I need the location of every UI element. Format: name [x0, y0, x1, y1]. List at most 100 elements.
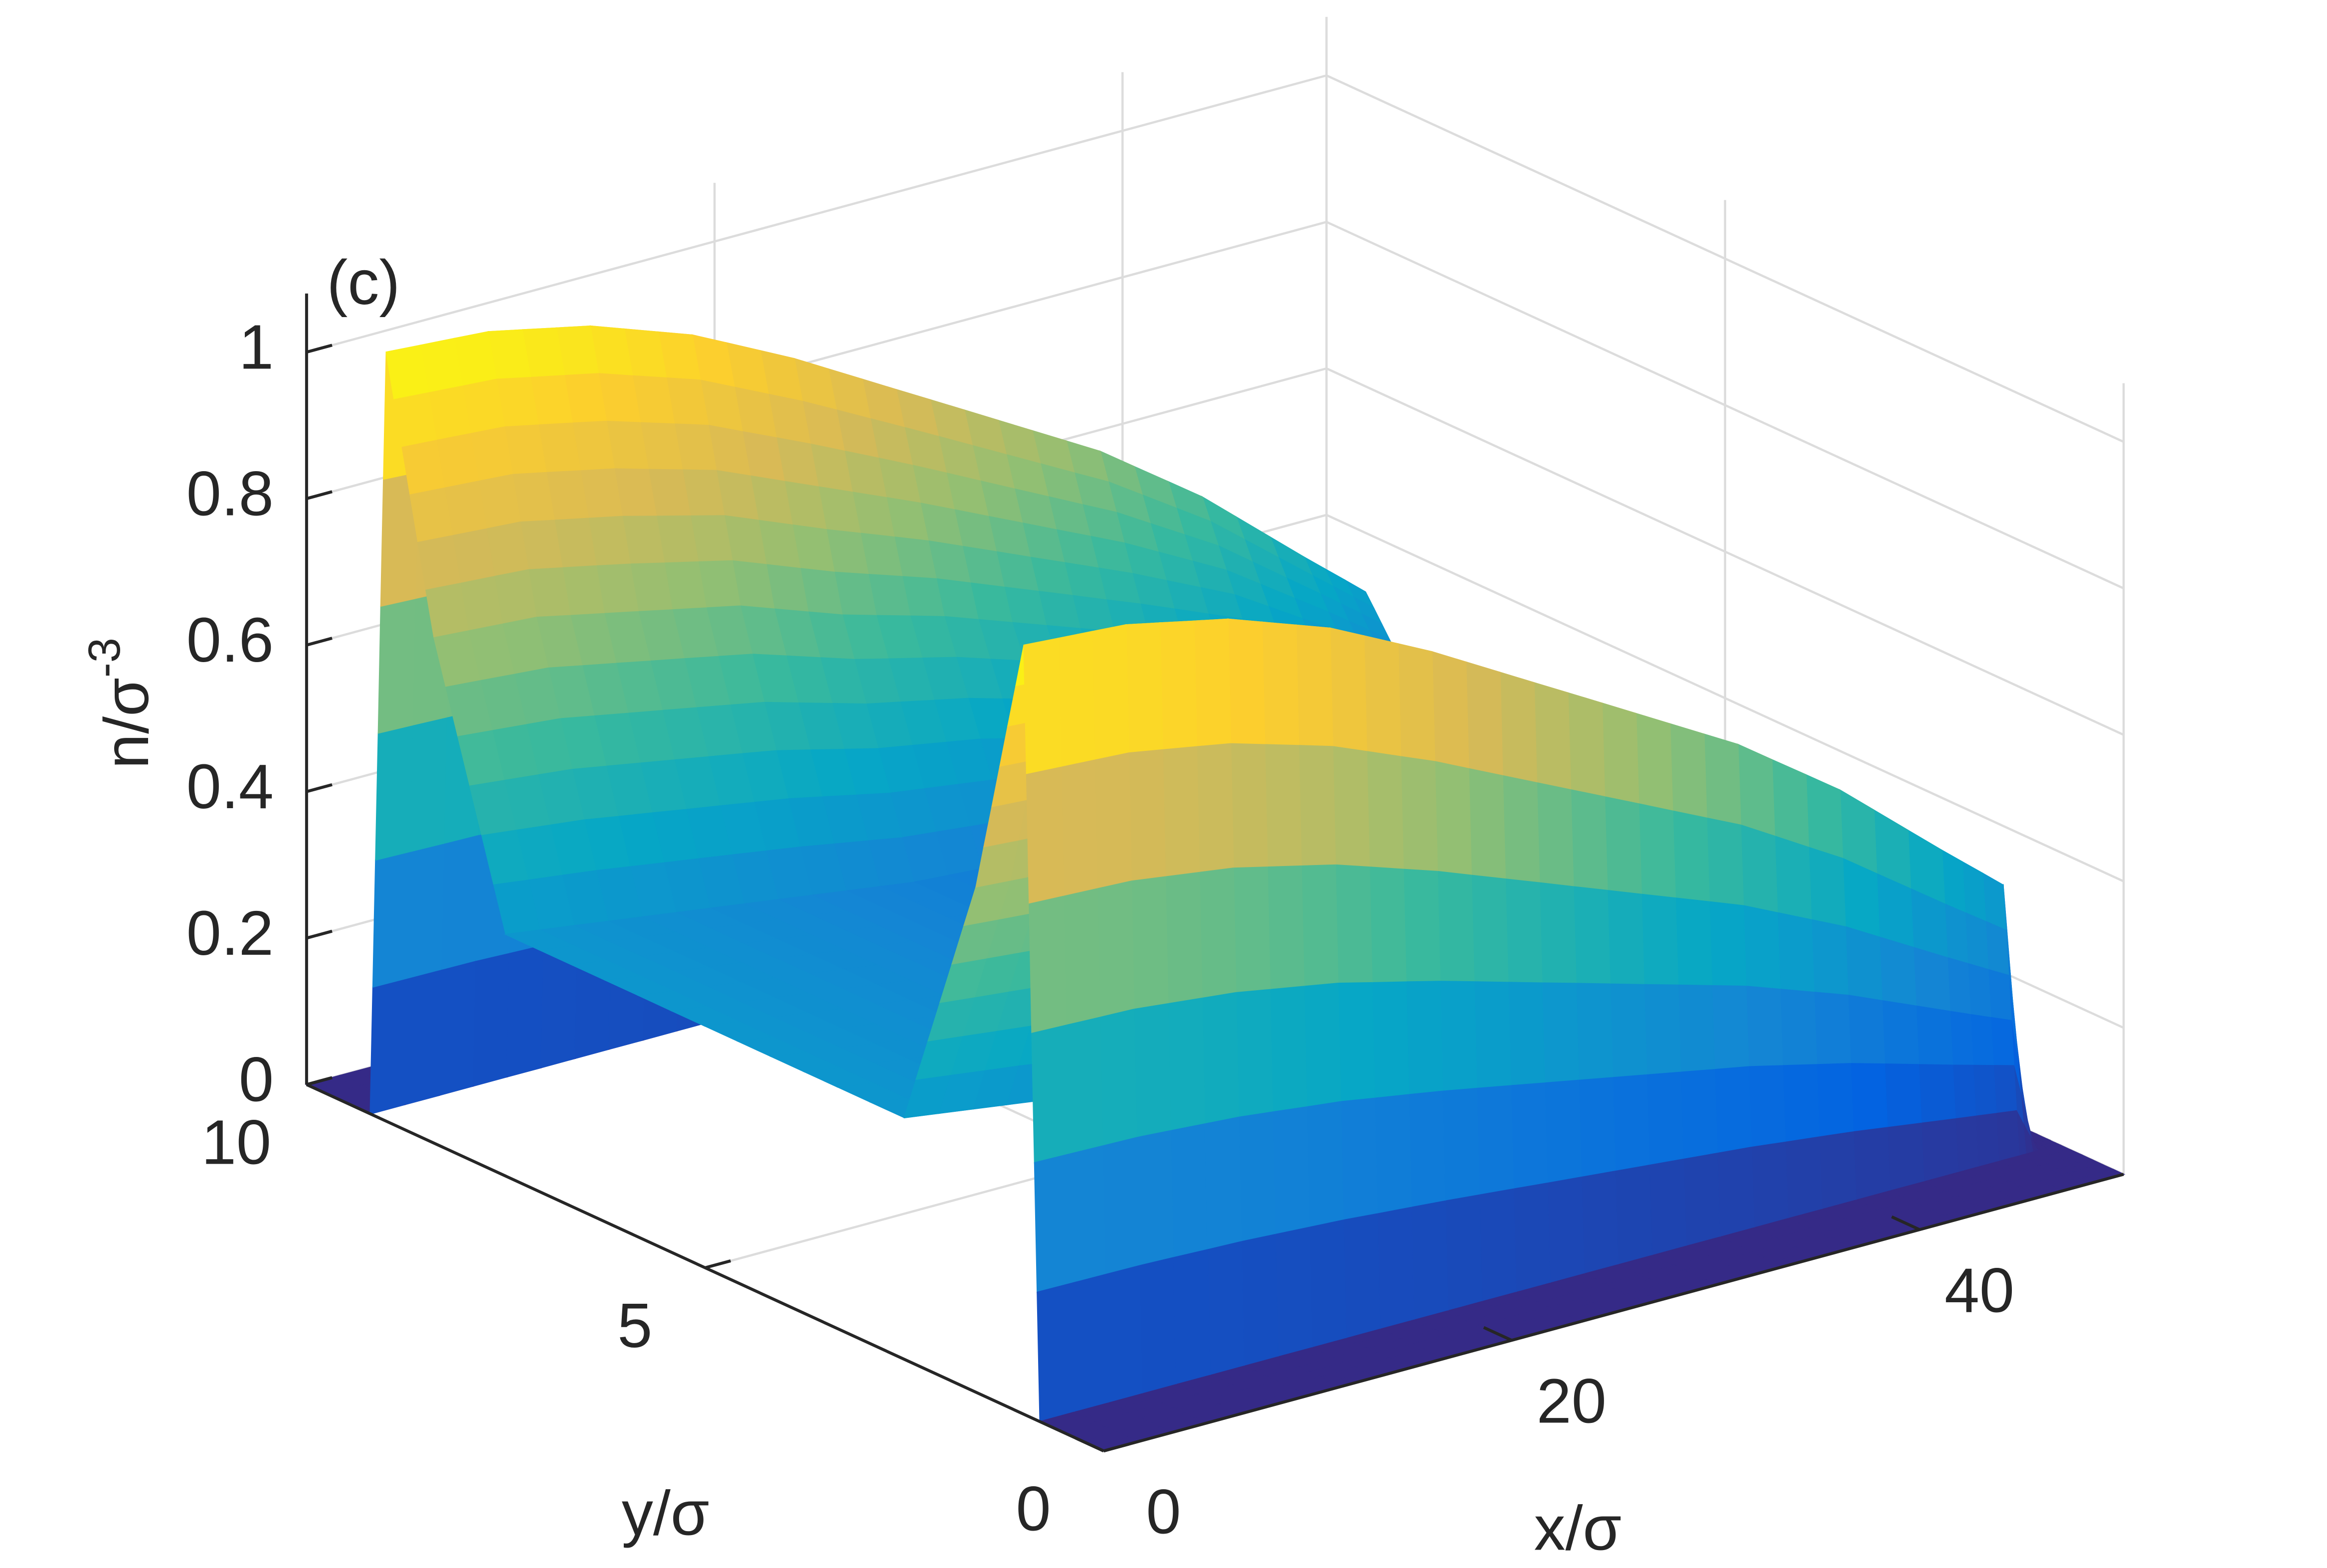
surface-patch: [1949, 1011, 1974, 1066]
surface-patch: [1544, 1079, 1582, 1184]
surface-patch: [1947, 957, 1971, 1016]
surface-patch: [1264, 744, 1302, 868]
surface-patch: [1740, 824, 1778, 914]
surface-patch: [1881, 1000, 1920, 1065]
surface-patch: [1241, 1233, 1279, 1368]
surface-patch: [1269, 986, 1307, 1113]
z-tick: [306, 1076, 333, 1086]
surface-patch: [375, 724, 413, 861]
surface-patch: [1607, 889, 1645, 986]
surface-patch: [1133, 1003, 1171, 1139]
surface: [305, 325, 2126, 1452]
surface-patch: [1992, 1065, 2017, 1114]
surface-patch: [1918, 1064, 1956, 1124]
surface-patch: [1972, 1064, 1997, 1117]
surface-patch: [1439, 981, 1477, 1092]
surface-patch: [440, 834, 479, 970]
surface-patch: [1031, 1025, 1070, 1164]
surface-patch: [1743, 905, 1781, 990]
surface-patch: [1405, 981, 1443, 1096]
surface-patch: [393, 392, 437, 448]
surface-patch: [1920, 1118, 1959, 1183]
surface-patch: [1065, 1017, 1103, 1155]
surface-patch: [1884, 1063, 1922, 1129]
surface-patch: [1138, 1257, 1177, 1395]
surface-patch: [1878, 936, 1917, 1007]
surface-patch: [403, 968, 442, 1106]
surface-patch: [1777, 912, 1815, 993]
surface-patch: [1266, 865, 1305, 991]
surface-patch: [1172, 1249, 1211, 1386]
surface-patch: [1104, 1265, 1143, 1404]
surface-patch: [1807, 847, 1846, 928]
surface-patch: [1408, 1090, 1446, 1209]
surface-patch: [1570, 789, 1608, 891]
surface-patch: [471, 952, 510, 1087]
surface-patch: [1987, 969, 2012, 1022]
surface-patch: [1167, 997, 1206, 1132]
surface-patch: [1714, 1066, 1752, 1154]
z-axis-label-superscript: -3: [80, 638, 130, 678]
surface-patch: [1091, 624, 1129, 761]
surface-patch: [1410, 1200, 1449, 1321]
surface-patch: [1984, 920, 2009, 977]
surface-patch: [1026, 766, 1064, 905]
surface-patch: [372, 851, 410, 988]
surface-patch: [1204, 1116, 1242, 1251]
surface-patch: [1967, 963, 1991, 1019]
z-tick: [306, 344, 333, 354]
surface-patch: [401, 440, 445, 496]
surface-patch: [1510, 1082, 1548, 1190]
surface-patch: [1159, 620, 1198, 751]
surface-patch: [1164, 871, 1203, 1005]
surface-patch: [1680, 1069, 1718, 1160]
surface-patch: [1818, 1131, 1857, 1211]
surface-patch: [1886, 1122, 1925, 1192]
surface-patch: [1444, 1194, 1483, 1312]
surface-patch: [1465, 661, 1503, 777]
surface-patch: [1303, 983, 1341, 1108]
surface-patch: [1099, 1008, 1137, 1147]
x-tick: [1891, 1215, 1921, 1231]
surface-patch: [1196, 743, 1234, 873]
surface-patch: [1541, 982, 1580, 1084]
surface-patch: [1308, 1219, 1347, 1349]
surface-patch: [1716, 1146, 1755, 1238]
surface-patch: [1974, 1113, 1999, 1168]
x-tick-label: 40: [1945, 1255, 2014, 1326]
surface-patch: [1648, 1158, 1687, 1257]
surface-patch: [1207, 1241, 1245, 1377]
x-tick-label: 20: [1537, 1366, 1607, 1436]
surface-patch: [1436, 871, 1475, 983]
surface-patch: [409, 716, 447, 853]
surface-patch: [1130, 876, 1169, 1010]
surface-patch: [1850, 1063, 1888, 1133]
z-axis-label: n/σ-3: [80, 638, 162, 769]
surface-patch: [1431, 651, 1469, 770]
surface-patch: [1060, 759, 1098, 897]
surface-patch: [1473, 981, 1511, 1089]
surface-patch: [1368, 866, 1407, 984]
surface-patch: [1342, 1213, 1381, 1340]
surface-patch: [506, 943, 544, 1078]
surface-patch: [1366, 751, 1404, 871]
surface-patch: [1915, 1005, 1954, 1066]
surface-patch: [406, 842, 445, 979]
surface-patch: [1611, 1074, 1650, 1172]
surface-patch: [1601, 702, 1639, 805]
surface-patch: [1233, 867, 1271, 994]
z-tick-label: 0.6: [186, 605, 274, 675]
surface-patch: [1779, 988, 1817, 1066]
surface-patch: [1643, 984, 1681, 1076]
surface-patch: [1536, 782, 1574, 887]
surface-patch: [1813, 991, 1851, 1065]
surface-patch: [1578, 1077, 1616, 1178]
surface-patch: [1476, 1085, 1514, 1196]
surface-patch: [1512, 1182, 1551, 1294]
grid-line: [306, 74, 1327, 353]
y-tick-label: 0: [1016, 1473, 1051, 1544]
surface-patch: [1363, 635, 1402, 758]
